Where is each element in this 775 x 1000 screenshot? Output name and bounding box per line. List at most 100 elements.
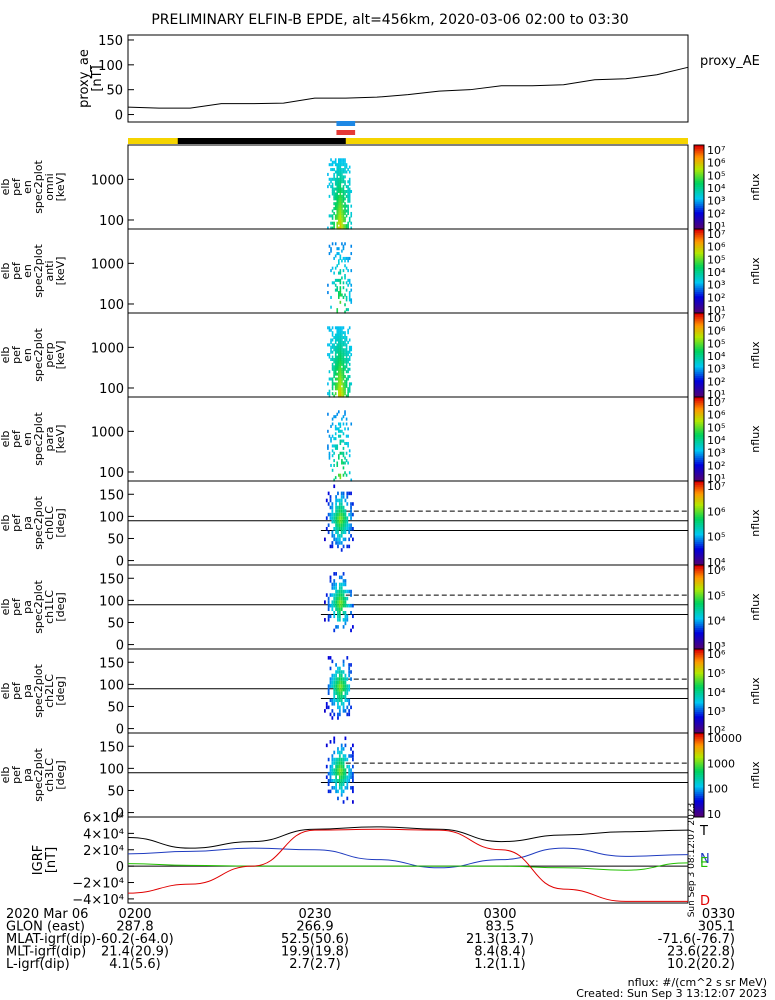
pa-cell — [335, 519, 337, 524]
spec-cell — [344, 204, 346, 208]
spec-cell — [350, 348, 353, 352]
colorbar-segment — [694, 147, 704, 150]
pa-cell — [348, 530, 351, 535]
spec-cell — [338, 216, 340, 220]
pa-cell — [335, 663, 337, 667]
spec-cell — [338, 434, 340, 438]
spec-cell — [341, 459, 343, 463]
spec-cell — [342, 224, 345, 228]
colorbar-segment — [694, 405, 704, 408]
pa-cell — [329, 712, 332, 717]
pa-cell — [340, 743, 343, 748]
pa-cell — [346, 691, 349, 695]
ae-ytick-label: 100 — [98, 59, 123, 74]
pa-cell — [346, 526, 349, 531]
spec-cell — [339, 175, 342, 179]
spec-cell — [348, 295, 351, 299]
colorbar-segment — [694, 239, 704, 243]
spec-cell — [345, 362, 348, 366]
ytick-label: 100 — [99, 298, 124, 313]
pa-cell — [325, 775, 328, 779]
pa-cell — [333, 768, 336, 772]
spec-cell — [336, 355, 339, 359]
spec-cell — [339, 439, 342, 443]
spec-cell — [334, 357, 337, 362]
colorbar-segment — [694, 245, 704, 249]
colorbar-segment — [694, 758, 704, 761]
colorbar-tick-label: 10⁵ — [707, 421, 725, 434]
spec-cell — [339, 293, 342, 297]
colorbar-segment — [694, 485, 704, 488]
colorbar-segment — [694, 514, 704, 518]
colorbar-segment — [694, 686, 704, 690]
spec-cell — [341, 367, 343, 371]
colorbar-segment — [694, 184, 704, 188]
pa-cell — [342, 618, 345, 622]
spec-cell — [342, 355, 345, 359]
ylabel-line: pef — [10, 765, 23, 784]
spec-cell — [342, 377, 345, 381]
colorbar-segment — [694, 243, 704, 247]
pa-cell — [340, 596, 343, 601]
colorbar-tick-label: 10³ — [707, 705, 725, 718]
colorbar-segment — [694, 329, 704, 333]
spec-cell — [333, 281, 335, 285]
pa-cell — [337, 537, 339, 542]
spec-cell — [339, 326, 342, 330]
spec-cell — [334, 444, 337, 448]
colorbar-tick-label: 10³ — [707, 279, 725, 292]
colorbar-segment — [694, 401, 704, 404]
colorbar-segment — [694, 808, 704, 812]
spec-cell — [341, 209, 343, 213]
spec-cell — [338, 372, 340, 376]
pa-cell — [337, 505, 339, 510]
spec-cell — [339, 367, 342, 371]
pa-cell — [333, 677, 336, 681]
spec-cell — [338, 375, 340, 379]
spec-cell — [348, 449, 351, 453]
spec-cell — [339, 434, 342, 438]
spec-cell — [338, 384, 340, 388]
spec-cell — [344, 303, 346, 307]
colorbar-segment — [694, 510, 704, 513]
colorbar-segment — [694, 457, 704, 461]
spec-cell — [347, 394, 349, 398]
ylabel-line: pa — [21, 768, 34, 782]
colorbar-segment — [694, 768, 704, 772]
spec-cell — [341, 216, 343, 220]
pa-cell — [331, 673, 334, 678]
colorbar-segment — [694, 751, 704, 755]
colorbar-segment — [694, 619, 704, 623]
pa-cell — [346, 796, 349, 801]
colorbar-segment — [694, 733, 704, 736]
spec-cell — [348, 338, 351, 342]
spec-cell — [347, 350, 349, 354]
footer-row-label: 2020 Mar 06 — [6, 907, 88, 922]
spec-cell — [331, 345, 334, 349]
colorbar-segment — [694, 602, 704, 606]
colorbar-segment — [694, 775, 704, 778]
spec-cell — [342, 382, 345, 386]
pa-cell — [340, 530, 343, 535]
pa-cell — [338, 761, 341, 765]
colorbar-segment — [694, 310, 704, 314]
pa-cell — [325, 498, 328, 503]
spec-cell — [339, 300, 342, 304]
spec-cell — [338, 348, 340, 352]
colorbar-segment — [694, 315, 704, 318]
pa-cell — [338, 516, 341, 520]
spec-cell — [328, 244, 331, 248]
igrf-frame — [127, 816, 689, 904]
colorbar-segment — [694, 659, 704, 663]
pa-cell — [342, 512, 345, 517]
pa-cell — [342, 572, 345, 576]
colorbar-segment — [694, 254, 704, 257]
pa-cell — [338, 673, 341, 678]
ylabel-line: pef — [10, 429, 23, 448]
pa-cell — [346, 775, 349, 779]
panel-ch3: elbpefpaspec2plotch3LC[deg]1501005001000… — [0, 732, 762, 822]
pa-cell — [342, 747, 345, 751]
colorbar-segment — [694, 565, 704, 568]
spec-cell — [339, 286, 342, 290]
spec-cell — [334, 377, 337, 381]
